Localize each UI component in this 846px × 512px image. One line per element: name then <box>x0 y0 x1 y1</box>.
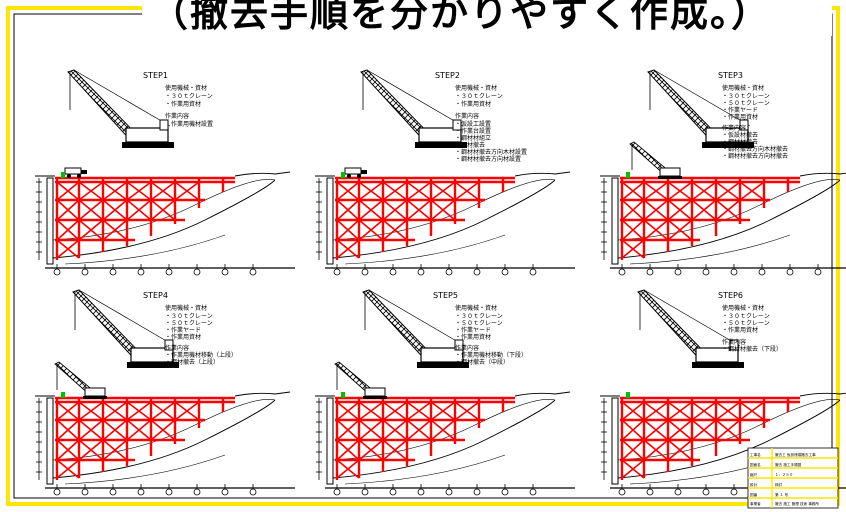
title-block-value: 撤去 施工 管理 技術 事務所 <box>775 501 820 506</box>
title-block-label: 図面名 <box>750 462 761 467</box>
title-backdrop <box>142 0 832 36</box>
work-item: ・鋼材撤去（中段） <box>455 358 509 366</box>
equipment-item: ・作業用資材 <box>455 100 491 108</box>
equipment-item: ・３０ｔクレーン <box>722 93 770 100</box>
work-item: ・鋼材材撤去方向材設置 <box>455 155 521 163</box>
equipment-item: ・作業用資材 <box>455 333 491 341</box>
work-item: ・鋼材撤去（上段） <box>165 358 219 366</box>
work-item: ・鋼材材撤去 <box>722 138 758 146</box>
equipment-item: ・作業用資材 <box>722 326 758 334</box>
equipment-item: ・５０ｔクレーン <box>722 320 770 327</box>
work-header: 作業内容 <box>722 338 746 346</box>
equipment-item: ・作業用資材 <box>165 333 201 341</box>
work-header: 作業内容 <box>455 344 479 352</box>
work-header: 作業内容 <box>165 344 189 352</box>
equipment-item: ・作業用資材 <box>722 113 758 121</box>
work-item: ・鋼材材撤去方向木材設置 <box>455 148 527 156</box>
step-panel-2: STEP2 使用機械・資材 ・３０ｔクレーン ・作業用資材 作業内容 ・仮設工設… <box>313 69 577 277</box>
title-block-value: 撤去 施工手順図 <box>775 462 802 467</box>
work-item: ・鋼材撤去方向木材撤去 <box>722 145 788 153</box>
title-block-value: １：２５０ <box>775 473 793 477</box>
title-block-label: 図番 <box>750 492 758 497</box>
title-block-label: 事業者 <box>750 501 761 506</box>
equipment-item: ・５０ｔクレーン <box>455 320 503 327</box>
equipment-header: 使用機械・資材 <box>722 84 764 92</box>
title-block-value: 撤去工 仮設桟橋撤去工事 <box>775 452 816 457</box>
title-block-label: 設計 <box>750 482 758 487</box>
equipment-header: 使用機械・資材 <box>165 304 207 312</box>
step-panel-5: STEP5 使用機械・資材 ・３０ｔクレーン ・５０ｔクレーン ・作業ヤード ・… <box>313 289 577 497</box>
title-block-label: 縮尺 <box>750 472 758 477</box>
work-item: ・作業用機材移動（下段） <box>455 351 527 359</box>
work-header: 作業内容 <box>455 112 479 120</box>
equipment-item: ・作業用資材 <box>165 100 201 108</box>
equipment-item: ・３０ｔクレーン <box>455 313 503 320</box>
work-item: ・仮設工設置 <box>455 120 491 128</box>
step-panel-1: STEP1 使用機械・資材 ・３０ｔクレーン ・作業用資材 作業内容 ・作業用機… <box>33 69 297 277</box>
equipment-item: ・作業ヤード <box>165 326 201 334</box>
work-item: ・鋼材撤去 <box>455 141 485 149</box>
step-label: STEP5 <box>433 291 458 300</box>
equipment-header: 使用機械・資材 <box>455 84 497 92</box>
work-item: ・作業用機材移動（上段） <box>165 351 237 359</box>
title-block: 工事名 撤去工 仮設桟橋撤去工事 図面名 撤去 施工手順図 縮尺 １：２５０ 設… <box>747 447 839 509</box>
equipment-header: 使用機械・資材 <box>722 304 764 312</box>
equipment-item: ・３０ｔクレーン <box>165 313 213 320</box>
work-header: 作業内容 <box>165 112 189 120</box>
step-panel-3: STEP3 使用機械・資材 ・３０ｔクレーン ・５０ｔクレーン ・作業ヤード ・… <box>598 69 846 277</box>
step-label: STEP1 <box>143 71 168 80</box>
title-block-label: 工事名 <box>750 452 761 457</box>
equipment-header: 使用機械・資材 <box>165 84 207 92</box>
equipment-item: ・作業ヤード <box>722 106 758 114</box>
equipment-item: ・５０ｔクレーン <box>165 320 213 327</box>
equipment-item: ・作業ヤード <box>455 326 491 334</box>
work-item: ・作業台設置 <box>455 127 491 135</box>
work-item: ・作業用機材設置 <box>165 120 213 128</box>
step-label: STEP3 <box>718 71 743 80</box>
equipment-item: ・３０ｔクレーン <box>722 313 770 320</box>
step-panel-6: STEP6 使用機械・資材 ・３０ｔクレーン ・５０ｔクレーン ・作業用資材 作… <box>598 289 846 497</box>
step-panel-4: STEP4 使用機械・資材 ・３０ｔクレーン ・５０ｔクレーン ・作業ヤード ・… <box>33 289 297 497</box>
work-header: 作業内容 <box>722 124 746 132</box>
work-item: ・鋼材材撤去方向材撤去 <box>722 152 788 160</box>
work-item: ・鋼材材撤去（下段） <box>722 345 782 353</box>
step-label: STEP2 <box>435 71 460 80</box>
step-label: STEP6 <box>718 291 743 300</box>
step-label: STEP4 <box>143 291 168 300</box>
equipment-header: 使用機械・資材 <box>455 304 497 312</box>
work-item: ・仮設材撤去 <box>722 131 758 139</box>
equipment-item: ・５０ｔクレーン <box>722 100 770 107</box>
equipment-item: ・３０ｔクレーン <box>165 93 213 100</box>
title-block-value: 第 １ 号 <box>775 492 788 497</box>
equipment-item: ・３０ｔクレーン <box>455 93 503 100</box>
page-title: （撤去手順を分かりやすく作成。） <box>150 0 772 35</box>
title-block-value: 検討 <box>775 482 783 487</box>
work-item: ・鋼材材組立 <box>455 134 491 142</box>
